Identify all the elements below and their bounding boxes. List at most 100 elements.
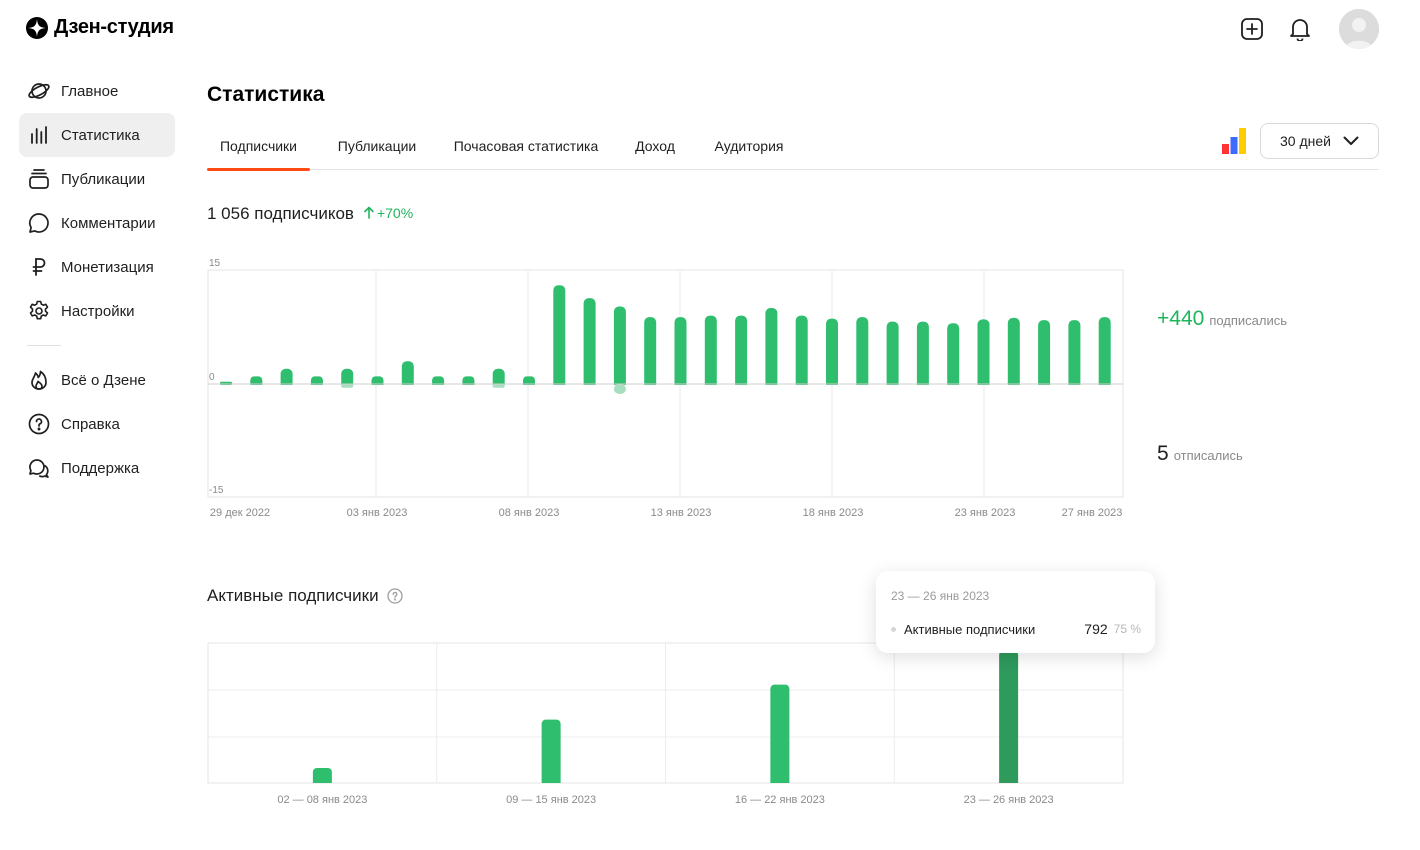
sidebar-item-label: Всё о Дзене xyxy=(61,371,146,389)
chart-bar-base xyxy=(735,381,748,385)
notifications-button[interactable] xyxy=(1287,16,1313,42)
chart-bar-base xyxy=(644,381,657,385)
metrica-icon[interactable] xyxy=(1222,128,1246,154)
chart-bar xyxy=(735,315,748,385)
chart-bar xyxy=(613,306,626,385)
x-tick-label: 03 янв 2023 xyxy=(347,507,408,519)
growth-value: +70% xyxy=(376,204,414,221)
subscribers-count: 1 056 подписчиков xyxy=(207,204,354,223)
chart-bar-base xyxy=(704,381,717,385)
chart-bar xyxy=(947,323,960,385)
tooltip-series-dot xyxy=(891,626,896,632)
app-title: Дзен-студия xyxy=(54,16,174,38)
chart-bar xyxy=(583,298,596,385)
sidebar-item-statistics[interactable]: Статистика xyxy=(19,113,175,157)
period-select[interactable]: 30 дней xyxy=(1260,123,1379,159)
chart-bar-base xyxy=(1068,381,1081,385)
chart-bar-base xyxy=(1007,381,1020,385)
chart-bar-base xyxy=(856,381,869,385)
chart-bar xyxy=(977,319,990,385)
chart-bar xyxy=(1007,317,1020,385)
subscribers-growth: +70% xyxy=(364,205,413,221)
subscribed-stat: +440 подписались xyxy=(1157,307,1287,331)
chart-bar-base xyxy=(826,381,838,385)
tab-publications[interactable]: Публикации xyxy=(337,138,417,154)
sidebar-item-about-zen[interactable]: Всё о Дзене xyxy=(19,358,175,402)
sidebar-item-label: Главное xyxy=(61,82,119,100)
chart2-bar-base xyxy=(541,779,561,783)
tab-income[interactable]: Доход xyxy=(635,138,675,154)
tooltip-date: 23 — 26 янв 2023 xyxy=(891,589,990,603)
question-icon[interactable] xyxy=(386,588,403,604)
chart-bar xyxy=(644,317,657,385)
sidebar-item-label: Комментарии xyxy=(61,214,156,232)
sidebar-item-label: Поддержка xyxy=(61,459,140,477)
avatar[interactable] xyxy=(1339,9,1379,49)
chart-bar xyxy=(220,381,232,385)
chart-bar-base xyxy=(583,381,596,385)
subscribers-summary: 1 056 подписчиков +70% xyxy=(207,204,413,224)
chart-bar xyxy=(795,315,808,385)
chart-bar xyxy=(1038,320,1051,385)
chart-bar-base xyxy=(947,381,960,385)
chart-bar-base xyxy=(462,381,475,385)
chart-bar xyxy=(341,368,354,385)
sidebar-item-monetization[interactable]: Монетизация xyxy=(19,245,175,289)
x-tick-label: 27 янв 2023 xyxy=(1062,507,1123,519)
sidebar-item-label: Монетизация xyxy=(61,258,154,276)
subscribed-value: +440 xyxy=(1157,307,1205,330)
x-tick-label: 29 дек 2022 xyxy=(210,507,270,519)
chart-tooltip: 23 — 26 янв 2023 Активные подписчики 792… xyxy=(876,571,1155,653)
sidebar-item-help[interactable]: Справка xyxy=(19,402,175,446)
chart-bar-base xyxy=(401,381,414,385)
app-logo[interactable]: Дзен-студия xyxy=(26,16,174,39)
x-tick-label: 23 янв 2023 xyxy=(955,507,1016,519)
question-icon xyxy=(27,412,51,436)
chevron-down-icon xyxy=(1343,136,1359,145)
chart-bar-base xyxy=(310,381,323,385)
bell-icon xyxy=(1290,19,1310,41)
tab-hourly-stats[interactable]: Почасовая статистика xyxy=(453,138,599,154)
sidebar-item-label: Настройки xyxy=(61,302,135,320)
chart-bar xyxy=(1098,317,1111,385)
add-content-button[interactable] xyxy=(1239,16,1265,42)
unsubscribed-value: 5 xyxy=(1157,442,1169,465)
chart-bar xyxy=(916,321,929,385)
x-tick-label: 02 — 08 янв 2023 xyxy=(277,794,367,806)
gear-icon xyxy=(27,299,51,323)
user-avatar-icon xyxy=(1339,9,1379,49)
sidebar-item-comments[interactable]: Комментарии xyxy=(19,201,175,245)
tooltip-row: Активные подписчики 792 75 % xyxy=(891,621,1141,637)
sidebar-item-publications[interactable]: Публикации xyxy=(19,157,175,201)
sidebar-item-label: Справка xyxy=(61,415,120,433)
chart-bar xyxy=(492,368,505,385)
tab-audience[interactable]: Аудитория xyxy=(714,138,784,154)
sidebar-item-settings[interactable]: Настройки xyxy=(19,289,175,333)
sidebar-item-support[interactable]: Поддержка xyxy=(19,446,175,490)
chart-bar xyxy=(280,368,293,385)
ruble-icon xyxy=(27,255,51,279)
chart-bar-base xyxy=(250,381,263,385)
chart-bar-base xyxy=(1098,381,1111,385)
page-title: Статистика xyxy=(207,83,325,106)
chart-bar-base xyxy=(553,381,566,385)
chart-bar-negative xyxy=(341,384,354,388)
chart-bar-base xyxy=(916,381,929,385)
chart-bar-base xyxy=(765,381,778,385)
chart-bar xyxy=(1068,320,1081,385)
comment-icon xyxy=(27,211,51,235)
x-tick-label: 18 янв 2023 xyxy=(803,507,864,519)
x-tick-label: 08 янв 2023 xyxy=(499,507,560,519)
chart-bar-base xyxy=(371,381,384,385)
chart-bar-base xyxy=(795,381,808,385)
tab-subscribers[interactable]: Подписчики xyxy=(207,122,310,171)
chart-bar xyxy=(856,317,869,385)
planet-icon xyxy=(27,79,51,103)
chart-bar-base xyxy=(341,381,354,385)
sidebar-item-main[interactable]: Главное xyxy=(19,69,175,113)
chat-bubbles-icon xyxy=(27,456,51,480)
chart2-bar-base xyxy=(770,779,790,783)
y-tick-label: 15 xyxy=(209,258,221,269)
x-tick-label: 23 — 26 янв 2023 xyxy=(964,794,1054,806)
